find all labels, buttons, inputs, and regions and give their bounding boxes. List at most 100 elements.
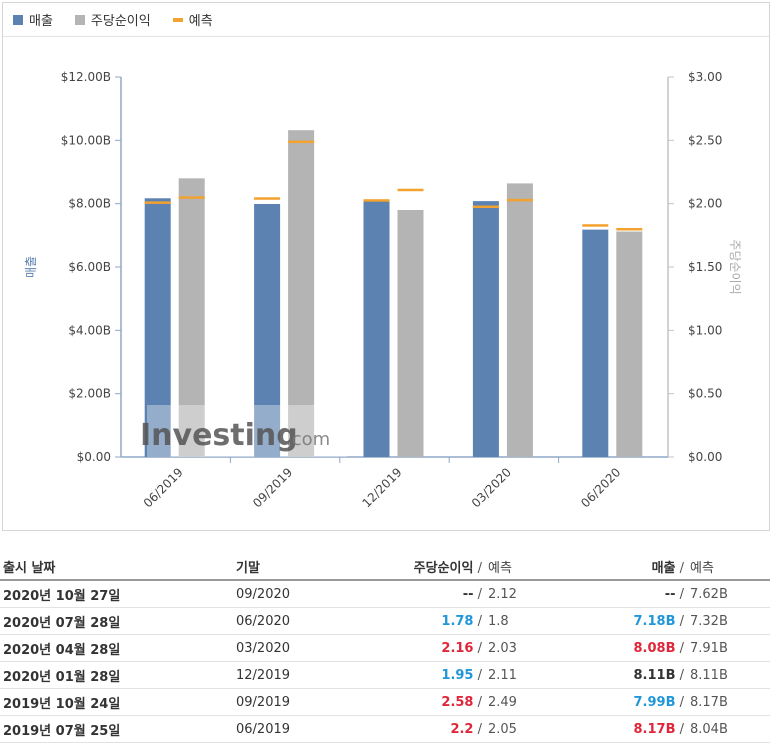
eps-bar	[178, 178, 205, 458]
period-end: 06/2020	[236, 613, 291, 629]
period-end: 03/2020	[236, 640, 291, 656]
eps-forecast: 2.11	[488, 667, 517, 683]
header-revenue-forecast: 예측	[690, 560, 714, 576]
legend-item-revenue[interactable]: 매출	[13, 10, 53, 29]
eps-forecast-mark	[288, 140, 315, 144]
eps-forecast-mark	[178, 196, 205, 199]
revenue-forecast-mark	[363, 199, 390, 202]
left-tick-label: $0.00	[77, 450, 111, 464]
revenue-value: 8.17B	[633, 721, 676, 737]
legend-label-revenue: 매출	[29, 14, 53, 29]
table-row: 2020년 10월 27일 09/2020 -- / 2.12 -- / 7.62B	[0, 581, 770, 608]
legend-label-forecast: 예측	[188, 14, 213, 29]
x-tick-label: 09/2019	[250, 465, 295, 510]
x-tick-label: 03/2020	[469, 465, 514, 510]
header-revenue[interactable]: 매출 /	[651, 560, 684, 576]
eps-value: 2.58	[441, 694, 474, 710]
left-tick-label: $10.00B	[61, 133, 111, 147]
release-date: 2019년 10월 24일	[3, 696, 121, 712]
eps-value: 1.95	[441, 667, 474, 683]
right-tick-label: $2.50	[688, 133, 722, 147]
eps-forecast: 1.8	[488, 613, 509, 629]
revenue-forecast: 8.11B	[690, 667, 728, 683]
revenue-actual: 8.08B /	[633, 640, 685, 656]
period-end: 09/2020	[236, 586, 291, 602]
eps-forecast: 2.05	[488, 721, 517, 737]
chart-legend: 매출 주당순이익 예측	[3, 3, 769, 37]
revenue-actual: 8.17B /	[633, 721, 685, 737]
eps-value: 2.2	[450, 721, 474, 737]
eps-forecast-mark	[506, 198, 533, 202]
left-tick-label: $4.00B	[68, 323, 111, 337]
right-tick-label: $0.00	[688, 450, 722, 464]
eps-actual: -- /	[462, 586, 482, 602]
left-axis-title: 매출	[24, 256, 38, 278]
revenue-forecast-mark	[144, 201, 171, 204]
period-end: 06/2019	[236, 721, 291, 737]
eps-actual: 2.16 /	[441, 640, 482, 656]
header-revenue-label: 매출	[651, 560, 676, 576]
revenue-forecast: 8.17B	[690, 694, 728, 710]
left-tick-label: $6.00B	[68, 260, 111, 274]
right-tick-label: $2.00	[688, 197, 722, 211]
right-tick-label: $3.00	[688, 70, 722, 84]
revenue-bar	[582, 229, 609, 457]
x-tick-label: 06/2019	[141, 465, 186, 510]
revenue-bar	[254, 203, 281, 457]
table-header: 출시 날짜 기말 주당순이익 / 예측 매출 / 예측	[0, 553, 770, 581]
eps-forecast: 2.03	[488, 640, 517, 656]
legend-item-forecast[interactable]: 예측	[172, 10, 213, 29]
header-eps-forecast: 예측	[488, 560, 512, 576]
legend-item-eps[interactable]: 주당순이익	[74, 10, 151, 29]
eps-forecast-mark	[616, 228, 643, 231]
revenue-actual: 8.11B /	[633, 667, 685, 683]
right-tick-label: $1.00	[688, 323, 722, 337]
revenue-forecast-mark	[472, 205, 499, 209]
revenue-swatch-icon	[13, 14, 23, 25]
eps-forecast-mark	[397, 188, 424, 192]
release-date: 2019년 07월 25일	[3, 723, 121, 739]
right-tick-label: $1.50	[688, 260, 722, 274]
header-eps[interactable]: 주당순이익 /	[413, 560, 482, 576]
revenue-value: 7.99B	[633, 694, 676, 710]
forecast-swatch-icon	[172, 17, 183, 22]
investing-watermark-logo: Investing	[140, 418, 298, 453]
revenue-forecast: 8.04B	[690, 721, 728, 737]
revenue-bar	[363, 200, 390, 457]
header-eps-label: 주당순이익	[413, 560, 474, 576]
revenue-actual: -- /	[664, 586, 684, 602]
right-tick-label: $0.50	[688, 387, 722, 401]
investing-watermark-suffix: .com	[286, 429, 330, 450]
revenue-actual: 7.18B /	[633, 613, 685, 629]
table-row: 2020년 04월 28일 03/2020 2.16 / 2.03 8.08B / 7.9…	[0, 635, 770, 662]
table-row: 2019년 07월 25일 06/2019 2.2 / 2.05 8.17B / 8.04…	[0, 716, 770, 743]
release-date: 2020년 04월 28일	[3, 642, 121, 658]
revenue-value: 8.11B	[633, 667, 676, 683]
left-tick-label: $12.00B	[61, 70, 111, 84]
revenue-forecast-mark	[254, 197, 281, 200]
revenue-actual: 7.99B /	[633, 694, 685, 710]
eps-value: 2.16	[441, 640, 474, 656]
earnings-table: 출시 날짜 기말 주당순이익 / 예측 매출 / 예측 2020년 10월 27…	[0, 553, 770, 743]
revenue-bar	[144, 198, 171, 458]
x-tick-label: 12/2019	[359, 465, 404, 510]
revenue-forecast: 7.62B	[690, 586, 728, 602]
bar-chart: $0.00 $2.00B $4.00B $6.00B $8.00B $10.00B $12.…	[24, 70, 742, 510]
period-end: 09/2019	[236, 694, 291, 710]
eps-actual: 1.95 /	[441, 667, 482, 683]
revenue-bar	[472, 201, 499, 457]
eps-bar	[397, 210, 424, 457]
eps-value: --	[462, 586, 474, 602]
revenue-forecast-mark	[582, 224, 609, 227]
eps-actual: 1.78 /	[441, 613, 482, 629]
left-tick-label: $2.00B	[68, 387, 111, 401]
left-tick-label: $8.00B	[68, 197, 111, 211]
eps-bar	[616, 231, 643, 457]
header-date[interactable]: 출시 날짜	[3, 560, 56, 576]
header-period[interactable]: 기말	[236, 560, 260, 576]
revenue-forecast: 7.91B	[690, 640, 728, 656]
eps-swatch-icon	[74, 14, 85, 25]
eps-value: 1.78	[441, 613, 474, 629]
release-date: 2020년 01월 28일	[3, 669, 121, 685]
watermark-band	[147, 405, 347, 457]
